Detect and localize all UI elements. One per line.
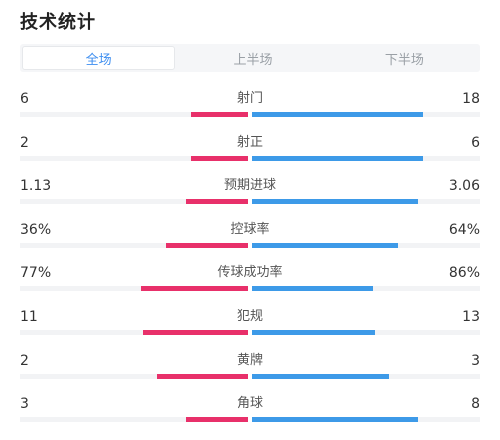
page-title: 技术统计 [20,12,96,33]
home-bar [166,242,248,248]
home-value: 3 [20,396,29,413]
home-bar [143,329,248,335]
away-track [252,286,480,292]
stat-row-shots-on-target: 2 射正 6 [20,130,480,174]
home-track [20,155,248,161]
tab-full-match[interactable]: 全场 [22,46,176,70]
home-bar [141,286,248,292]
away-track [252,417,480,423]
stats-list: 6 射门 18 2 射正 6 1.13 预期进球 3.06 36% 控球率 64… [20,86,480,435]
away-value: 6 [471,134,480,151]
stat-label: 预期进球 [223,178,276,194]
stat-row-pass-accuracy: 77% 传球成功率 86% [20,260,480,304]
away-bar [252,155,423,161]
stat-row-expected-goals: 1.13 预期进球 3.06 [20,173,480,217]
home-track [20,417,248,423]
home-value: 77% [20,265,52,282]
stat-row-shots: 6 射门 18 [20,86,480,130]
home-value: 6 [20,91,29,107]
home-bar [191,155,248,161]
home-bar [186,199,248,205]
home-track [20,242,248,248]
stat-label: 黄牌 [236,352,263,368]
home-bar [186,417,248,423]
away-value: 18 [462,91,480,107]
away-track [252,373,480,379]
stat-label: 射正 [236,134,263,150]
home-track [20,199,248,205]
away-value: 3 [471,352,480,369]
away-value: 13 [462,308,480,325]
home-value: 11 [20,308,38,325]
stat-label: 角球 [236,396,263,412]
away-track [252,242,480,248]
away-bar [252,199,418,205]
home-value: 2 [20,352,29,369]
home-track [20,286,248,292]
home-value: 36% [20,221,52,238]
stat-label: 犯规 [236,308,263,324]
stat-label: 传球成功率 [217,265,283,281]
away-bar [252,417,418,423]
away-track [252,199,480,205]
stat-label: 控球率 [230,221,270,237]
away-value: 8 [471,396,480,413]
away-bar [252,373,389,379]
stat-row-corners: 3 角球 8 [20,391,480,435]
away-track [252,112,480,117]
away-bar [252,112,423,117]
home-bar [191,112,248,117]
away-value: 86% [448,265,480,282]
period-tabs: 全场 上半场 下半场 [20,44,480,72]
away-value: 64% [448,221,480,238]
tab-second-half[interactable]: 下半场 [384,52,424,68]
away-bar [252,286,373,292]
away-value: 3.06 [448,178,480,195]
stat-label: 射门 [236,91,263,106]
home-value: 2 [20,134,29,151]
away-track [252,329,480,335]
away-track [252,155,480,161]
home-track [20,329,248,335]
stat-row-possession: 36% 控球率 64% [20,217,480,261]
stat-row-fouls: 11 犯规 13 [20,304,480,348]
tab-first-half[interactable]: 上半场 [233,52,273,68]
home-track [20,373,248,379]
stat-row-yellow-cards: 2 黄牌 3 [20,348,480,392]
away-bar [252,329,375,335]
home-track [20,112,248,117]
away-bar [252,242,398,248]
home-value: 1.13 [20,178,52,195]
home-bar [157,373,248,379]
